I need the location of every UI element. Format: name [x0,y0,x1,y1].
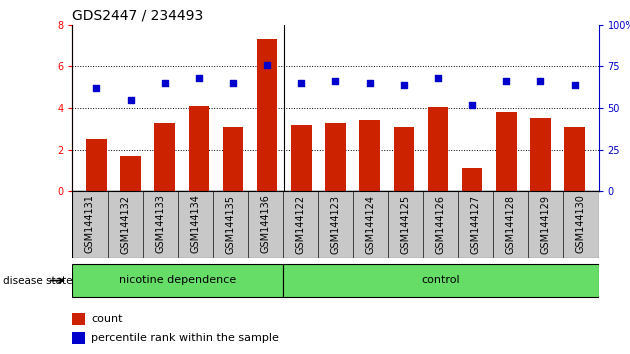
Point [365,80,375,86]
Text: GSM144125: GSM144125 [401,195,411,254]
Bar [108,191,142,258]
Bar [530,118,551,191]
Text: percentile rank within the sample: percentile rank within the sample [91,333,279,343]
Bar [72,313,85,325]
Bar [353,191,388,258]
Bar [213,191,248,258]
Text: GSM144136: GSM144136 [260,195,270,253]
Bar [291,125,312,191]
Point [159,80,169,86]
Point [228,80,238,86]
Text: count: count [91,314,123,324]
Bar [72,191,108,258]
Bar [563,191,598,258]
Bar [458,191,493,258]
Bar [86,139,106,191]
Bar [462,168,483,191]
Bar [493,191,529,258]
Bar [257,39,277,191]
Text: GDS2447 / 234493: GDS2447 / 234493 [72,8,203,22]
Bar [188,106,209,191]
Bar [529,191,563,258]
Text: GSM144129: GSM144129 [541,195,551,253]
Point [91,85,101,91]
Bar [178,191,213,258]
Bar [142,191,178,258]
Point [125,97,135,103]
Text: GSM144133: GSM144133 [155,195,165,253]
Point [501,79,512,84]
Bar [388,191,423,258]
Bar [564,127,585,191]
Point [433,75,443,81]
Text: disease state: disease state [3,275,72,286]
Text: GSM144127: GSM144127 [471,195,481,254]
Bar [325,122,346,191]
Point [399,82,409,87]
Text: GSM144122: GSM144122 [295,195,306,254]
Bar [72,332,85,344]
Text: GSM144134: GSM144134 [190,195,200,253]
Bar [394,127,414,191]
Bar [428,107,448,191]
Text: GSM144135: GSM144135 [226,195,235,253]
Bar [223,127,243,191]
Text: GSM144130: GSM144130 [576,195,586,253]
Bar [248,191,283,258]
Bar [283,264,598,297]
Text: GSM144128: GSM144128 [506,195,516,253]
Bar [283,191,318,258]
Point [262,62,272,68]
Point [467,102,477,108]
Bar [72,264,283,297]
Point [536,79,546,84]
Bar [496,112,517,191]
Bar [359,120,380,191]
Point [194,75,204,81]
Bar [154,122,175,191]
Text: control: control [421,275,460,285]
Point [570,82,580,87]
Text: GSM144131: GSM144131 [85,195,95,253]
Text: GSM144123: GSM144123 [331,195,340,253]
Text: GSM144132: GSM144132 [120,195,130,253]
Text: GSM144124: GSM144124 [365,195,375,253]
Bar [120,156,140,191]
Text: nicotine dependence: nicotine dependence [119,275,236,285]
Point [331,79,341,84]
Text: GSM144126: GSM144126 [436,195,445,253]
Point [296,80,306,86]
Bar [423,191,458,258]
Bar [318,191,353,258]
